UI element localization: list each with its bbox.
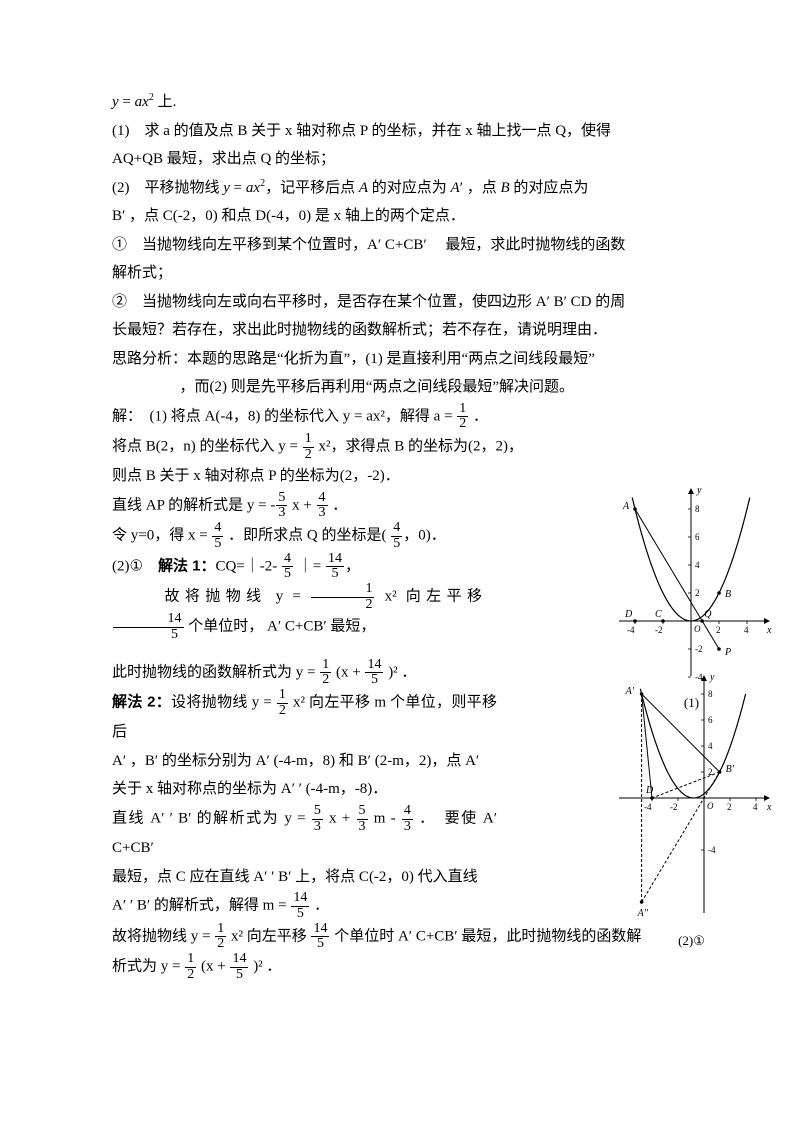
- q2-f: 长最短？若存在，求出此时抛物线的函数解析式；若不存在，请说明理由．: [112, 316, 704, 345]
- row-fig2: (2)① 解法 2：设将抛物线 y = 12 x² 向左平移 m 个单位，则平移…: [112, 688, 704, 922]
- sol-4: 直线 AP 的解析式是 y = -53 x + 43 ．: [112, 491, 482, 521]
- sol-14: A′ ′ B′ 的解析式，解得 m = 145 ．: [112, 891, 497, 921]
- sol-11: 关于 x 轴对称点的坐标为 A′ ′ (-4-m，-8)．: [112, 775, 497, 804]
- sol-6: (2)① 解法 1：CQ=｜-2- 45 ｜= 145，: [112, 552, 482, 582]
- q2-c: ① 当抛物线向左平移到某个位置时，A′ C+CB′ 最短，求此时抛物线的函数: [112, 231, 704, 260]
- q2-a: (2) 平移抛物线 y = ax2，记平移后点 A 的对应点为 A′ ，点 B …: [112, 174, 704, 203]
- q2-d: 解析式；: [112, 259, 704, 288]
- sol-9: 解法 2：设将抛物线 y = 12 x² 向左平移 m 个单位，则平移后: [112, 688, 497, 747]
- q2-b: B′ ，点 C(-2，0) 和点 D(-4，0) 是 x 轴上的两个定点．: [112, 202, 704, 231]
- q1-a: (1) 求 a 的值及点 B 关于 x 轴对称点 P 的坐标，并在 x 轴上找一…: [112, 117, 704, 146]
- analysis-b: ，而(2) 则是先平移后再利用“两点之间线段最短”解决问题。: [112, 373, 704, 402]
- sol-12: 直线 A′ ′ B′ 的解析式为 y = 53 x + 53 m - 43 ． …: [112, 804, 497, 863]
- line-eq: y = ax2 上.: [112, 88, 704, 117]
- sol-5: 令 y=0，得 x = 45 ．即所求点 Q 的坐标是( 45，0)．: [112, 521, 482, 551]
- analysis-a: 思路分析：本题的思路是“化折为直”，(1) 是直接利用“两点之间线段最短”: [112, 345, 704, 374]
- sol-2: 将点 B(2，n) 的坐标代入 y = 12 x²，求得点 B 的坐标为(2，2…: [112, 432, 704, 462]
- q1-b: AQ+QB 最短，求出点 Q 的坐标；: [112, 145, 704, 174]
- sol-7: 故将抛物线 y = 12 x² 向左平移 145 个单位时， A′ C+CB′ …: [112, 582, 482, 643]
- sol-1: 解： (1) 将点 A(-4，8) 的坐标代入 y = ax²，解得 a = 1…: [112, 402, 704, 432]
- page: y = ax2 上. (1) 求 a 的值及点 B 关于 x 轴对称点 P 的坐…: [0, 0, 800, 1022]
- sol-10: A′ ，B′ 的坐标分别为 A′ (-4-m，8) 和 B′ (2-m，2)，点…: [112, 747, 497, 776]
- row-fig1: (1) 直线 AP 的解析式是 y = -53 x + 43 ． 令 y=0，得…: [112, 491, 704, 643]
- figure-2: (2)①: [609, 668, 774, 953]
- sol-16: 析式为 y = 12 (x + 145 )² ．: [112, 952, 704, 982]
- q2-e: ② 当抛物线向左或向右平移时，是否存在某个位置，使四边形 A′ B′ CD 的周: [112, 288, 704, 317]
- fig2-caption: (2)①: [609, 929, 774, 954]
- sol-13: 最短，点 C 应在直线 A′ ′ B′ 上，将点 C(-2，0) 代入直线: [112, 863, 497, 892]
